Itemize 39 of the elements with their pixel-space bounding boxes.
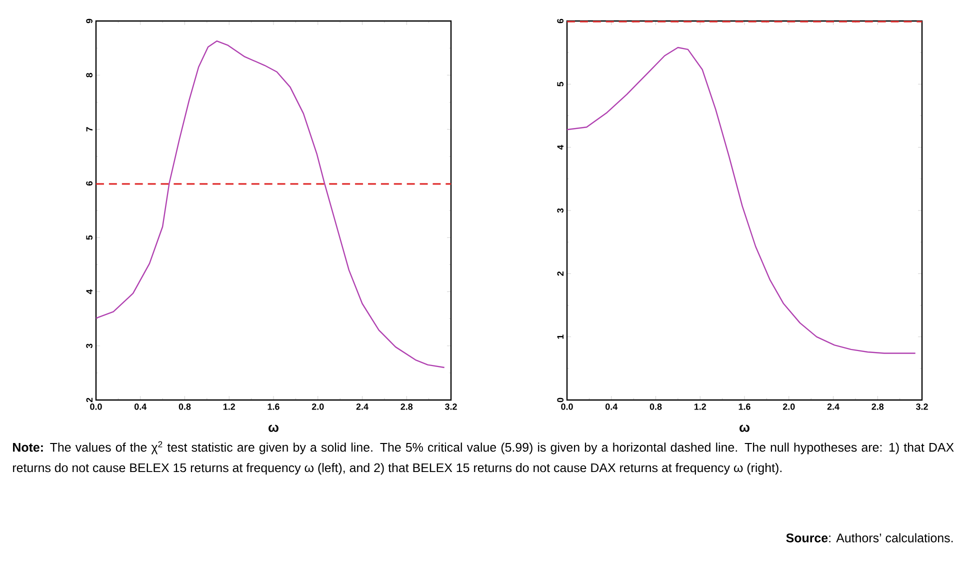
y-tick-label: 5	[86, 235, 92, 240]
x-tick-label: 0.8	[650, 404, 662, 410]
y-tick-label: 9	[86, 18, 92, 24]
line-series	[566, 46, 916, 354]
x-tick-label: 2.0	[312, 404, 324, 410]
x-tick-label: 1.6	[738, 404, 750, 410]
x-tick-label: 1.2	[694, 404, 706, 410]
x-tick-label: 0.0	[90, 404, 102, 410]
x-tick-label: 3.2	[916, 404, 928, 410]
y-tick-label: 2	[557, 272, 564, 276]
y-tick-label: 8	[86, 72, 92, 78]
y-tick-label: 3	[86, 344, 92, 348]
x-tick-label: 2.8	[872, 404, 884, 410]
x-tick-label: 2.4	[356, 404, 368, 410]
text: Source: Authors’ calculations.	[786, 533, 953, 542]
x-tick-label: 0.8	[178, 404, 191, 410]
y-tick-label: 4	[557, 144, 564, 150]
x-tick-label: 2.8	[400, 404, 413, 410]
y-tick-label: 4	[86, 289, 92, 294]
x-tick-label: 1.2	[223, 404, 235, 410]
text: Note: The values of the χ$^{2}$ test statistic are given by a solid line. The 5% critical value (5.99) is given by a horizontal dashed line. The null hypotheses are: 1) that DAX returns do not cause BELEX 15 returns at frequency ω (left), and 2) that BELEX 15 returns do not cause DAX returns at frequency ω (right).	[13, 441, 954, 475]
x-axis-title: ω	[268, 424, 278, 432]
y-tick-label: 7	[86, 127, 92, 132]
x-tick-label: 0.4	[134, 404, 147, 410]
y-tick-label: 6	[86, 181, 92, 186]
line-series	[95, 40, 445, 368]
y-tick-label: 2	[86, 398, 92, 402]
y-tick-label: 5	[557, 82, 564, 86]
x-tick-label: 0.4	[606, 404, 618, 410]
y-tick-label: 3	[557, 208, 564, 213]
x-tick-label: 2.0	[782, 404, 795, 410]
x-tick-label: 3.2	[444, 404, 457, 410]
y-tick-label: 6	[557, 18, 564, 24]
y-tick-label: 1	[557, 334, 564, 339]
x-tick-label: 2.4	[827, 404, 840, 410]
x-tick-label: 0.0	[561, 404, 573, 410]
x-tick-label: 1.6	[268, 404, 280, 410]
x-axis-title: ω	[740, 424, 750, 432]
y-tick-label: 0	[557, 398, 564, 402]
